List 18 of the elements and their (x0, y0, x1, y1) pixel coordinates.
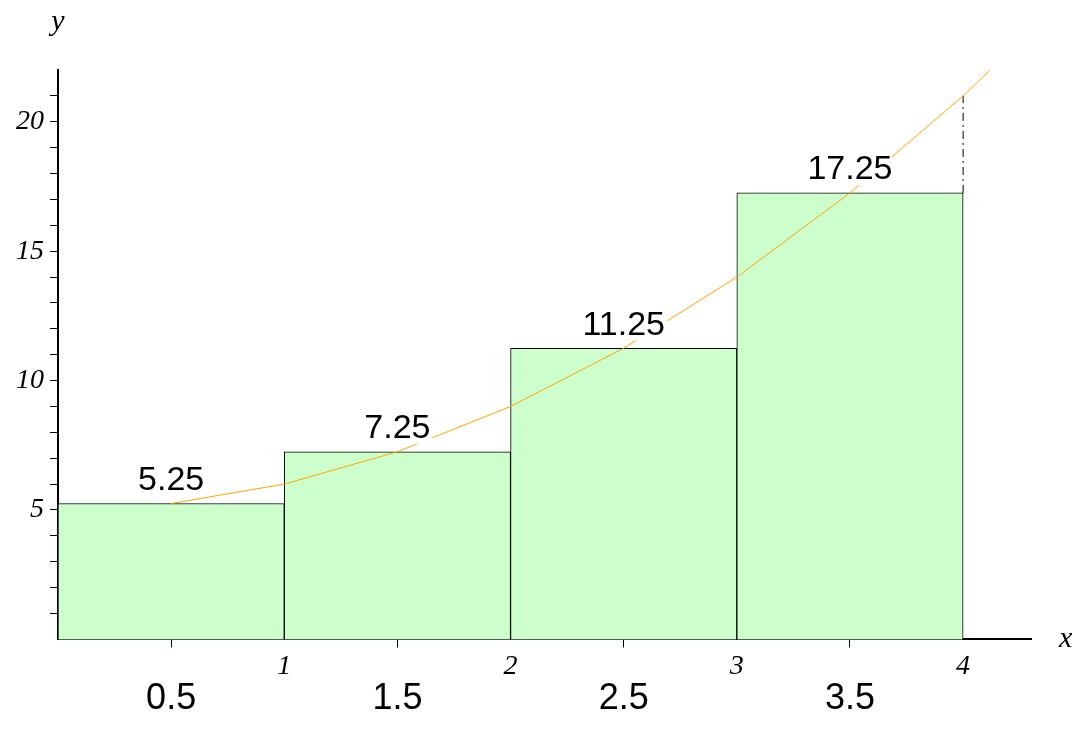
annotation: 2.5 (598, 676, 649, 718)
data-label: 17.25 (807, 148, 893, 187)
x-tick-label: 4 (956, 648, 971, 680)
annotation: 1.5 (372, 676, 423, 718)
data-label: 7.25 (364, 407, 431, 446)
annotation: 3.5 (824, 676, 875, 718)
x-tick-label: 3 (728, 648, 744, 680)
y-tick-label: 10 (16, 362, 44, 394)
y-axis-title: y (48, 2, 66, 36)
y-tick-label: 20 (16, 104, 44, 136)
y-tick-label: 5 (30, 492, 44, 524)
x-axis-title: x (1058, 620, 1073, 654)
x-tick-label: 1 (277, 648, 292, 680)
annotation: 0.5 (146, 676, 197, 718)
data-label: 11.25 (582, 303, 665, 342)
x-tick-label: 2 (503, 648, 518, 680)
data-label: 5.25 (138, 458, 205, 497)
y-tick-label: 15 (16, 233, 44, 265)
